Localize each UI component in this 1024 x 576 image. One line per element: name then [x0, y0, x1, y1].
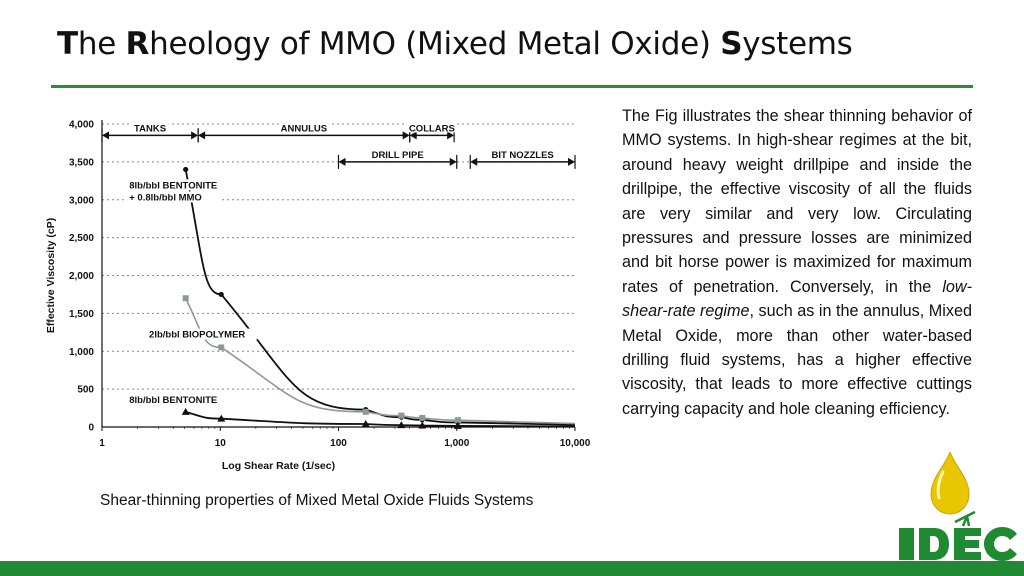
x-axis-label: Log Shear Rate (1/sec): [222, 460, 335, 472]
series-line-1: [186, 298, 575, 423]
data-point: [219, 292, 224, 297]
title-part-5: ystems: [742, 26, 852, 62]
series-label: 8lb/bbl BENTONITE: [129, 180, 217, 191]
y-tick-label: 4,000: [69, 120, 94, 131]
data-point: [363, 409, 369, 415]
pumpjack-icon: [955, 512, 975, 526]
data-point: [218, 344, 224, 350]
title-divider: [51, 85, 973, 88]
series-line-0: [186, 169, 575, 424]
idec-logo: [893, 452, 1019, 562]
y-tick-label: 1,500: [69, 309, 94, 320]
annotation-arrowhead-left: [339, 158, 346, 166]
data-point: [183, 295, 189, 301]
data-point: [419, 415, 425, 421]
title-part-2: R: [126, 26, 150, 62]
footer-bar: [0, 561, 1024, 576]
y-axis-label: Effective Viscosity (cP): [45, 218, 57, 333]
series-label: 8lb/bbl BENTONITE: [129, 395, 217, 406]
data-point: [182, 408, 190, 415]
y-tick-label: 3,000: [69, 195, 94, 206]
x-tick-label: 100: [330, 438, 347, 449]
annotation-label: DRILL PIPE: [372, 150, 424, 161]
x-tick-label: 10: [215, 438, 227, 449]
x-tick-label: 10,000: [560, 438, 591, 449]
description-paragraph: The Fig illustrates the shear thinning b…: [622, 104, 972, 421]
annotation-label: COLLARS: [409, 123, 455, 134]
oil-drop-icon: [931, 452, 969, 514]
viscosity-chart: 0 500 1,000 1,500 2,000 2,500 3,000 3,500 4,000 1…: [40, 110, 600, 480]
y-tick-label: 0: [88, 423, 94, 434]
page-title: The Rheology of MMO (Mixed Metal Oxide) …: [57, 26, 853, 62]
description-text-1: The Fig illustrates the shear thinning b…: [622, 107, 972, 296]
series-label: + 0.8lb/bbl MMO: [129, 192, 202, 203]
data-point: [183, 167, 188, 172]
y-tick-label: 3,500: [69, 157, 94, 168]
figure-caption: Shear-thinning properties of Mixed Metal…: [100, 492, 533, 510]
y-tick-label: 1,000: [69, 347, 94, 358]
x-tick-label: 1: [99, 438, 105, 449]
y-tick-label: 2,000: [69, 271, 94, 282]
title-part-0: T: [57, 26, 78, 62]
annotation-arrowhead-right: [191, 131, 198, 139]
data-point: [398, 413, 404, 419]
title-part-3: heology of MMO (Mixed Metal Oxide): [149, 26, 720, 62]
y-tick-label: 2,500: [69, 233, 94, 244]
series-label: 2lb/bbl BIOPOLYMER: [149, 330, 245, 341]
y-tick-label: 500: [77, 385, 94, 396]
annotation-label: TANKS: [134, 123, 166, 134]
title-part-1: he: [78, 26, 126, 62]
logo-wordmark: [899, 527, 1017, 561]
annotation-arrowhead-left: [102, 131, 109, 139]
annotation-arrowhead-left: [470, 158, 477, 166]
x-tick-label: 1,000: [444, 438, 469, 449]
annotation-label: ANNULUS: [281, 123, 327, 134]
annotation-arrowhead-left: [198, 131, 205, 139]
title-part-4: S: [720, 26, 742, 62]
annotation-arrowhead-right: [450, 158, 457, 166]
annotation-label: BIT NOZZLES: [491, 150, 553, 161]
annotation-arrowhead-right: [568, 158, 575, 166]
